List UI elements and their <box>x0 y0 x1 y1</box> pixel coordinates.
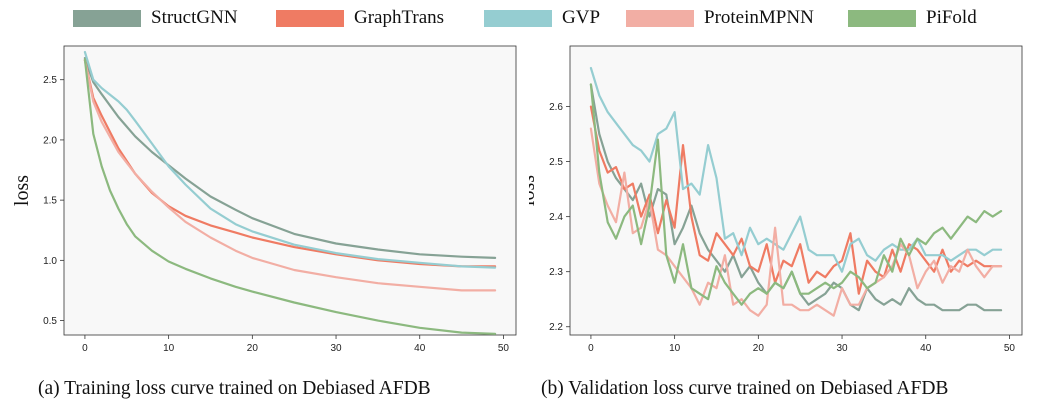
x-tick-label: 20 <box>753 343 765 354</box>
legend-swatch <box>73 9 141 27</box>
series-line-proteinmpnn <box>589 127 1003 317</box>
y-tick-label: 2.5 <box>549 157 563 168</box>
y-tick-label: 2.3 <box>549 267 563 278</box>
x-tick-label: 40 <box>414 343 426 354</box>
legend-item-graphtrans: GraphTrans <box>276 5 444 31</box>
plot-area <box>63 45 517 336</box>
plot-area <box>569 45 1023 336</box>
legend-label: GraphTrans <box>354 7 445 28</box>
series-line-proteinmpnn <box>83 59 497 292</box>
y-tick-label: 1.5 <box>43 196 57 207</box>
legend-swatch <box>484 9 552 27</box>
series-group <box>589 66 1003 317</box>
legend-item-gvp: GVP <box>484 5 600 31</box>
series-line-graphtrans <box>83 59 497 268</box>
legend-label: ProteinMPNN <box>704 7 814 28</box>
x-tick-label: 50 <box>498 343 510 354</box>
legend-label: PiFold <box>926 7 977 28</box>
caption-validation: (b) Validation loss curve trained on Deb… <box>541 378 949 399</box>
validation-loss-chart: 0 10 20 30 40 50 2.2 2.3 2.4 2.5 2.6 loss <box>529 45 1023 354</box>
x-tick-label: 10 <box>163 343 175 354</box>
y-tick-label: 1.0 <box>43 256 57 267</box>
training-loss-chart: 0 10 20 30 40 50 0.5 1.0 1.5 2.0 2.5 loss <box>11 45 517 354</box>
series-line-gvp <box>83 50 497 269</box>
series-line-gvp <box>589 66 1003 273</box>
legend-swatch <box>276 9 344 27</box>
y-tick-label: 2.6 <box>549 102 563 113</box>
y-tick-label: 2.5 <box>43 75 57 86</box>
legend-item-structgnn: StructGNN <box>73 5 238 31</box>
legend-swatch <box>848 9 916 27</box>
legend-label: StructGNN <box>151 7 238 28</box>
series-group <box>83 50 497 335</box>
x-tick-label: 50 <box>1004 343 1016 354</box>
y-tick-label: 2.4 <box>549 212 563 223</box>
legend-item-proteinmpnn: ProteinMPNN <box>626 5 814 31</box>
x-tick-label: 20 <box>247 343 259 354</box>
y-tick-label: 0.5 <box>43 316 57 327</box>
y-tick-label: 2.2 <box>549 322 563 333</box>
legend-swatch <box>626 9 694 27</box>
series-line-pifold <box>83 58 497 335</box>
chart-legend: StructGNN GraphTrans GVP ProteinMPNN PiFold <box>0 0 1058 36</box>
series-line-pifold <box>589 83 1003 306</box>
x-tick-label: 30 <box>836 343 848 354</box>
x-tick-label: 0 <box>588 343 594 354</box>
y-axis-label: loss <box>529 175 539 206</box>
series-line-graphtrans <box>589 105 1003 295</box>
caption-training: (a) Training loss curve trained on Debia… <box>38 378 431 399</box>
x-tick-label: 40 <box>920 343 932 354</box>
x-tick-label: 10 <box>669 343 681 354</box>
y-axis-label: loss <box>11 175 33 206</box>
y-tick-label: 2.0 <box>43 135 57 146</box>
x-tick-label: 30 <box>330 343 342 354</box>
legend-item-pifold: PiFold <box>848 5 977 31</box>
x-tick-label: 0 <box>82 343 88 354</box>
legend-label: GVP <box>562 7 601 28</box>
series-line-structgnn <box>83 56 497 259</box>
